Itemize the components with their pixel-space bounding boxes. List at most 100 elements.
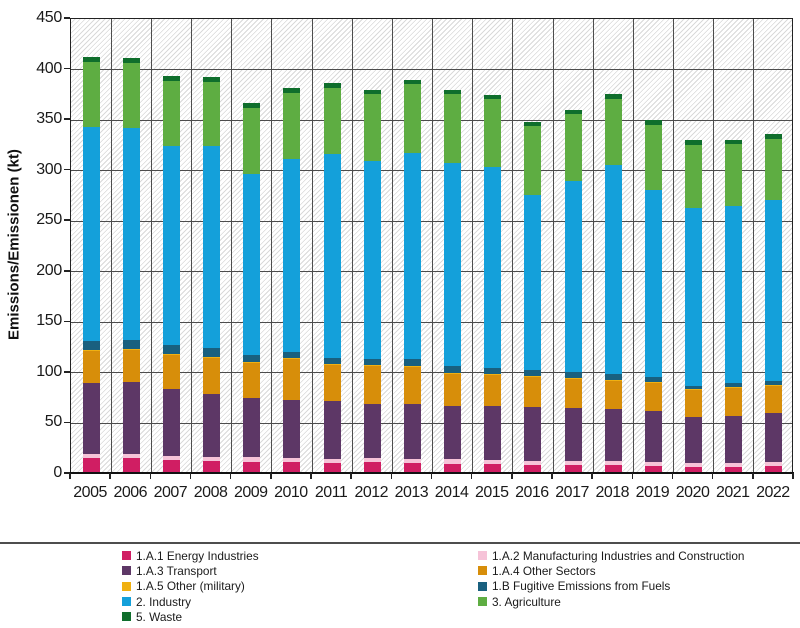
x-tick-mark [631, 473, 634, 479]
bar-segment [243, 173, 261, 355]
y-tick-mark [64, 17, 70, 19]
bar-segment [203, 81, 221, 147]
bar-segment [644, 377, 662, 383]
legend-label: 1.A.1 Energy Industries [136, 548, 259, 563]
gridline-vertical [191, 19, 192, 472]
legend-item: 1.A.2 Manufacturing Industries and Const… [478, 548, 744, 563]
y-tick-label: 400 [36, 59, 62, 77]
bar-segment [363, 93, 381, 161]
gridline-horizontal [71, 422, 792, 424]
y-tick-mark [64, 67, 70, 70]
y-tick-mark [64, 371, 70, 373]
bar-segment [725, 416, 743, 463]
gridline-vertical [351, 19, 353, 472]
legend-label: 5. Waste [136, 609, 183, 624]
bar-segment [162, 354, 180, 390]
x-tick-label: 2007 [153, 484, 188, 501]
bar-segment [685, 466, 703, 472]
bar-segment [644, 411, 662, 462]
bar-segment [403, 462, 421, 472]
bar-segment [725, 466, 743, 472]
y-tick-label: 0 [53, 464, 62, 481]
y-tick-mark [64, 472, 70, 474]
x-tick-mark [591, 473, 593, 479]
gridline-vertical [231, 19, 233, 472]
bar-segment [444, 89, 462, 94]
x-tick-label: 2022 [756, 484, 790, 501]
bar-segment [82, 61, 100, 128]
bar-segment [765, 385, 783, 387]
legend-label: 1.A.5 Other (military) [136, 579, 245, 594]
bar-segment [243, 103, 261, 109]
bar-segment [363, 358, 381, 365]
bar-segment [203, 394, 221, 457]
bar-segment [243, 354, 261, 362]
x-tick-label: 2005 [73, 484, 107, 501]
gridline-horizontal [71, 321, 792, 323]
bar-segment [725, 388, 743, 417]
x-tick-mark [69, 473, 71, 479]
bar-2019 [644, 120, 662, 472]
bar-segment [323, 82, 341, 88]
gridline-horizontal [71, 170, 792, 172]
bar-segment [323, 357, 341, 364]
legend-item: 2. Industry [122, 594, 259, 609]
legend-swatch-icon [122, 612, 131, 622]
bar-2005 [82, 56, 100, 472]
bar-segment [122, 57, 140, 63]
bar-segment [283, 158, 301, 352]
bar-segment [323, 363, 341, 365]
bar-segment [484, 367, 502, 374]
bar-segment [524, 407, 542, 461]
x-tick-label: 2012 [354, 484, 389, 501]
bar-segment [283, 400, 301, 458]
legend-column-right: 1.A.2 Manufacturing Industries and Const… [478, 548, 744, 609]
bar-segment [162, 146, 180, 345]
gridline-vertical [311, 19, 313, 472]
legend-item: 1.A.4 Other Sectors [478, 563, 744, 578]
gridline-vertical [150, 19, 152, 472]
y-tick-label: 350 [36, 110, 62, 128]
y-tick-mark [64, 320, 70, 323]
y-tick-label: 100 [36, 362, 62, 380]
bar-2014 [444, 89, 462, 472]
bar-segment [323, 401, 341, 459]
y-tick-label: 200 [36, 261, 62, 279]
bar-segment [685, 386, 703, 390]
legend-label: 1.A.2 Manufacturing Industries and Const… [492, 548, 745, 563]
bar-segment [403, 404, 421, 459]
bar-segment [122, 457, 140, 472]
bar-segment [82, 56, 100, 62]
bar-segment [82, 457, 100, 472]
bar-segment [484, 459, 502, 464]
x-tick-mark [752, 473, 754, 479]
bar-segment [444, 93, 462, 163]
bar-segment [122, 453, 140, 458]
x-tick-label: 2015 [474, 484, 509, 501]
bar-segment [685, 417, 703, 463]
bar-segment [685, 145, 703, 209]
bar-segment [564, 180, 582, 372]
legend-label: 3. Agriculture [492, 594, 561, 609]
bar-segment [363, 89, 381, 94]
bar-segment [685, 390, 703, 418]
bar-segment [765, 200, 783, 382]
x-tick-label: 2011 [314, 484, 348, 501]
bar-segment [283, 351, 301, 358]
y-tick-label: 150 [36, 312, 62, 330]
bar-segment [564, 114, 582, 181]
gridline-vertical [753, 19, 755, 472]
bar-segment [82, 453, 100, 458]
plot-area [70, 18, 793, 473]
gridline-horizontal [71, 69, 792, 71]
bar-segment [765, 465, 783, 472]
bar-segment [765, 381, 783, 386]
x-tick-label: 2010 [274, 484, 308, 501]
legend-label: 1.A.3 Transport [136, 563, 217, 578]
x-tick-mark [149, 473, 152, 479]
bar-segment [203, 357, 221, 395]
bar-2012 [363, 89, 381, 472]
y-tick-label: 300 [36, 160, 62, 178]
bar-segment [604, 98, 622, 165]
